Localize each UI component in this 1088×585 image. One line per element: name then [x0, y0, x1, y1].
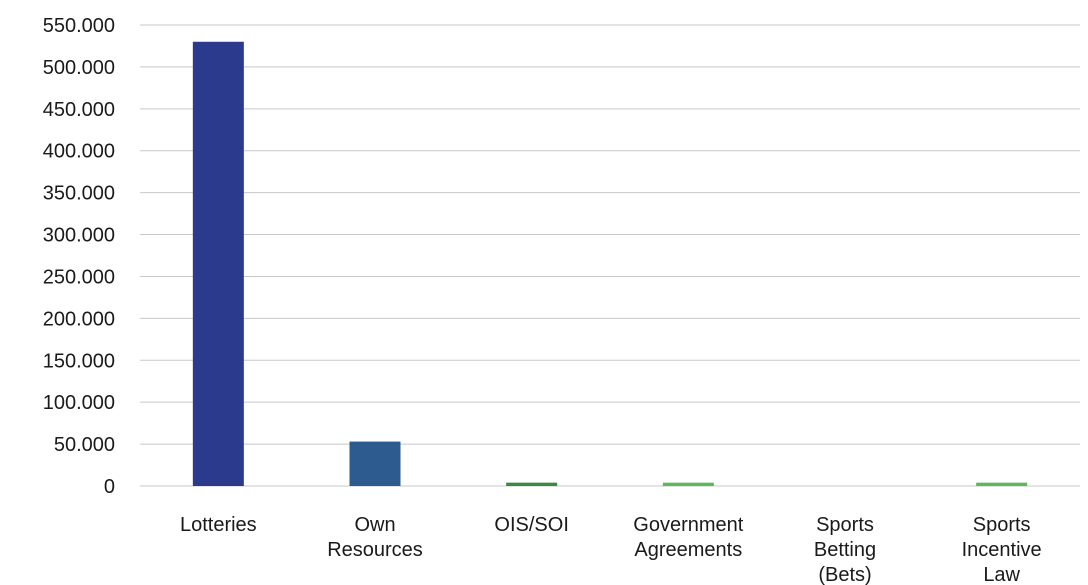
y-tick-label: 100.000 — [43, 392, 115, 414]
x-category-label-line: Agreements — [634, 539, 742, 561]
x-category-label-line: Incentive — [962, 539, 1042, 561]
y-tick-label: 450.000 — [43, 99, 115, 121]
y-axis-ticks: 0 50.000 100.000 150.000 200.000 250.000 300.0… — [43, 15, 115, 498]
x-category-label: Sports Incentive Law — [962, 514, 1042, 585]
x-category-label: OIS/SOI — [494, 514, 568, 536]
x-category-label-line: Sports — [816, 514, 874, 536]
x-category-label-line: Betting — [814, 539, 876, 561]
x-category-label: Own Resources — [327, 514, 423, 561]
bar — [192, 41, 244, 486]
x-category-label-line: Lotteries — [180, 514, 257, 536]
x-category-label: Government Agreements — [633, 514, 743, 561]
y-tick-label: 500.000 — [43, 57, 115, 79]
bars — [192, 41, 1028, 486]
x-axis-labels: Lotteries Own Resources OIS/SOI Government Ag… — [180, 514, 1042, 585]
bar — [506, 482, 558, 486]
y-tick-label: 400.000 — [43, 141, 115, 163]
x-category-label-line: Government — [633, 514, 743, 536]
y-tick-label: 200.000 — [43, 308, 115, 330]
x-category-label-line: Law — [983, 564, 1020, 585]
y-tick-label: 350.000 — [43, 183, 115, 205]
y-tick-label: 550.000 — [43, 15, 115, 37]
x-category-label: Sports Betting (Bets) — [814, 514, 876, 585]
grid-lines — [140, 24, 1080, 487]
x-category-label-line: Resources — [327, 539, 423, 561]
y-tick-label: 250.000 — [43, 266, 115, 288]
x-category-label-line: Own — [354, 514, 395, 536]
bar — [349, 441, 401, 486]
x-category-label-line: Sports — [973, 514, 1031, 536]
bar — [662, 482, 714, 486]
y-tick-label: 150.000 — [43, 350, 115, 372]
y-tick-label: 300.000 — [43, 225, 115, 247]
y-tick-label: 50.000 — [54, 434, 115, 456]
x-category-label-line: (Bets) — [818, 564, 871, 585]
x-category-label-line: OIS/SOI — [494, 514, 568, 536]
bar — [976, 482, 1028, 486]
y-tick-label: 0 — [104, 476, 115, 498]
x-category-label: Lotteries — [180, 514, 257, 536]
